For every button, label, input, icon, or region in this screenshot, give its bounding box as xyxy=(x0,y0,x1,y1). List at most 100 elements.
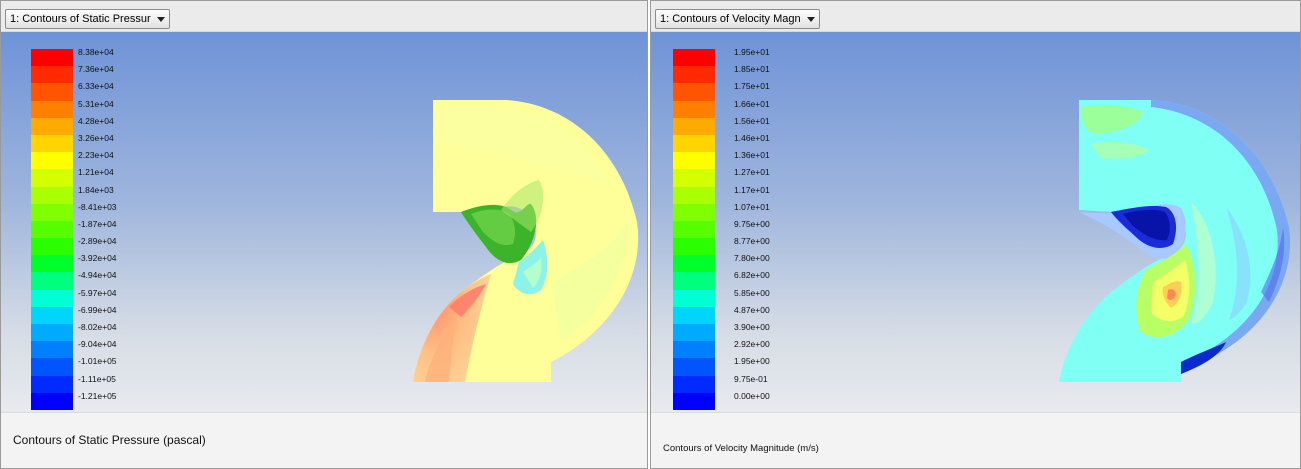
colormap-swatch xyxy=(31,392,73,410)
colormap-label: 5.31e+04 xyxy=(78,98,114,109)
colormap-label: 6.33e+04 xyxy=(78,81,114,92)
colormap-label: 8.77e+00 xyxy=(734,236,770,247)
colormap-label: 1.27e+01 xyxy=(734,167,770,178)
panel-titlebar: 1: Contours of Static Pressur xyxy=(1,1,647,32)
colormap-label: -1.01e+05 xyxy=(78,356,117,367)
colormap-swatch xyxy=(673,152,715,170)
colormap-swatch xyxy=(673,169,715,187)
colormap-label: -1.11e+05 xyxy=(78,373,116,384)
colormap-label: 2.92e+00 xyxy=(734,339,770,350)
colormap-label: 3.26e+04 xyxy=(78,132,114,143)
colormap-label: 1.66e+01 xyxy=(734,98,770,109)
colormap-labels: 8.38e+04 7.36e+04 6.33e+04 5.31e+04 4.28e+04… xyxy=(78,44,117,405)
colormap-label: -1.21e+05 xyxy=(78,390,117,401)
colormap-label: 9.75e+00 xyxy=(734,218,770,229)
colormap-swatch xyxy=(31,83,73,101)
display-select-dropdown[interactable]: 1: Contours of Velocity Magn xyxy=(655,9,820,29)
colormap-swatch xyxy=(673,255,715,273)
colormap-swatch xyxy=(673,324,715,342)
caption-area: Contours of Static Pressure (pascal) xyxy=(1,412,647,468)
dropdown-label: 1: Contours of Velocity Magn xyxy=(660,13,801,25)
chevron-down-icon xyxy=(156,17,165,22)
colormap-label: -9.04e+04 xyxy=(78,339,117,350)
colormap-label: -6.99e+04 xyxy=(78,304,117,315)
colormap-label: 2.23e+04 xyxy=(78,150,114,161)
colormap-swatch xyxy=(31,255,73,273)
colormap-swatch xyxy=(31,238,73,256)
colormap-label: 6.82e+00 xyxy=(734,270,770,281)
colormap-swatch xyxy=(673,238,715,256)
colormap-label: 1.56e+01 xyxy=(734,115,770,126)
colormap-swatch xyxy=(31,152,73,170)
colormap-swatch xyxy=(31,341,73,359)
colormap-swatch xyxy=(673,289,715,307)
colormap-swatch xyxy=(673,358,715,376)
colormap-swatch xyxy=(31,49,73,67)
colormap-label: 1.21e+04 xyxy=(78,167,114,178)
colormap-swatch xyxy=(673,341,715,359)
colormap-swatch xyxy=(31,358,73,376)
colormap-label: 3.90e+00 xyxy=(734,322,770,332)
colormap-swatch xyxy=(673,306,715,324)
colormap-swatch xyxy=(673,375,715,393)
colormap-label: 1.07e+01 xyxy=(734,201,770,212)
colormap-swatch xyxy=(31,134,73,153)
colormap-swatch xyxy=(673,117,715,135)
chevron-down-icon xyxy=(806,17,815,22)
colormap-swatch xyxy=(673,49,715,67)
colormap-bar xyxy=(673,49,715,410)
graphics-viewport[interactable]: 8.38e+04 7.36e+04 6.33e+04 5.31e+04 4.28e+04… xyxy=(1,32,647,412)
colormap-swatch xyxy=(31,306,73,324)
colormap-swatch xyxy=(673,83,715,101)
colormap-label: 9.75e-01 xyxy=(734,373,768,384)
colormap-swatch xyxy=(31,375,73,393)
colormap-label: -5.97e+04 xyxy=(78,287,117,298)
colormap-label: 4.87e+00 xyxy=(734,304,770,315)
colormap-label: 1.17e+01 xyxy=(734,184,770,195)
colormap-label: 1.36e+01 xyxy=(734,150,770,161)
colormap-label: 1.95e+00 xyxy=(734,356,770,367)
colormap-label: 1.84e+03 xyxy=(78,184,114,195)
colormap-swatch xyxy=(673,186,715,204)
display-select-dropdown[interactable]: 1: Contours of Static Pressur xyxy=(5,9,170,29)
colormap-label: 0.00e+00 xyxy=(734,390,770,401)
velocity-contour-geometry xyxy=(1059,100,1291,382)
colormap-label: 1.75e+01 xyxy=(734,81,770,92)
colormap-swatch xyxy=(31,203,73,221)
colormap-label: 5.85e+00 xyxy=(734,287,770,298)
colormap-swatch xyxy=(673,272,715,290)
colormap-label: 4.28e+04 xyxy=(78,115,114,126)
colormap-swatch xyxy=(31,117,73,135)
colormap-swatch xyxy=(673,203,715,221)
colormap-label: 8.38e+04 xyxy=(78,47,114,57)
caption-text: Contours of Velocity Magnitude (m/s) xyxy=(663,443,819,454)
pressure-contour-geometry xyxy=(413,100,639,382)
graphics-viewport[interactable]: 1.95e+01 1.85e+01 1.75e+01 1.66e+01 1.56e+01… xyxy=(651,32,1300,412)
colormap-label: -2.89e+04 xyxy=(78,236,117,247)
colormap-label: -1.87e+04 xyxy=(78,218,117,229)
colormap-label: -8.02e+04 xyxy=(78,322,117,332)
colormap-label: 1.85e+01 xyxy=(734,64,770,75)
colormap-swatch xyxy=(31,66,73,84)
colormap-swatch xyxy=(31,100,73,118)
static-pressure-panel: 1: Contours of Static Pressur 8.38e+04 7.… xyxy=(0,0,648,469)
colormap-label: -3.92e+04 xyxy=(78,253,117,264)
colormap-swatch xyxy=(673,66,715,84)
dropdown-label: 1: Contours of Static Pressur xyxy=(10,13,151,25)
colormap-swatch xyxy=(31,220,73,239)
colormap-swatch xyxy=(673,134,715,153)
colormap-label: -8.41e+03 xyxy=(78,201,117,212)
colormap-swatch xyxy=(673,392,715,410)
colormap-label: 1.46e+01 xyxy=(734,132,770,143)
colormap-swatch xyxy=(31,324,73,342)
colormap-swatch xyxy=(31,272,73,290)
caption-text: Contours of Static Pressure (pascal) xyxy=(13,433,206,447)
colormap-swatch xyxy=(673,100,715,118)
colormap-labels: 1.95e+01 1.85e+01 1.75e+01 1.66e+01 1.56e+01… xyxy=(734,44,770,405)
colormap-label: 7.36e+04 xyxy=(78,64,114,75)
colormap-label: 7.80e+00 xyxy=(734,253,770,264)
colormap-label: -4.94e+04 xyxy=(78,270,117,281)
colormap-bar xyxy=(31,49,73,410)
colormap-swatch xyxy=(31,289,73,307)
